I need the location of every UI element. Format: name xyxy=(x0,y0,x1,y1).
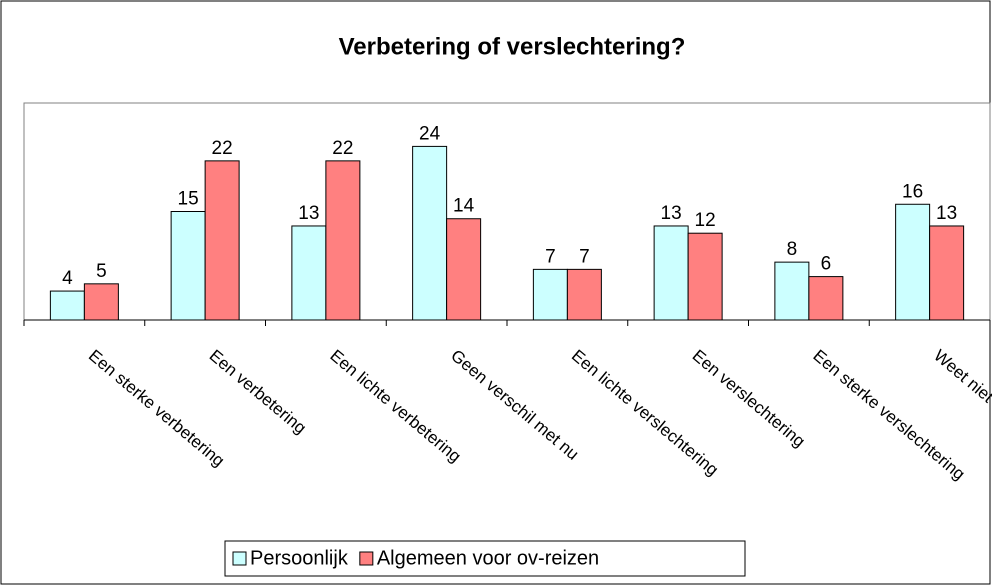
legend-box xyxy=(224,540,746,577)
data-label: 5 xyxy=(96,261,107,282)
legend-label: Algemeen voor ov-reizen xyxy=(377,547,599,569)
data-label: 16 xyxy=(902,181,923,202)
plot-area xyxy=(23,102,991,321)
bar xyxy=(929,225,965,321)
chart-title: Verbetering of verslechtering? xyxy=(339,33,686,60)
bar xyxy=(687,232,723,321)
data-label: 7 xyxy=(579,246,590,267)
bar xyxy=(446,218,482,321)
bar xyxy=(49,290,85,321)
bar xyxy=(774,261,810,321)
data-label: 13 xyxy=(298,203,319,224)
data-label: 22 xyxy=(332,138,353,159)
legend-swatch xyxy=(232,551,247,566)
bar xyxy=(325,160,361,321)
bar xyxy=(83,283,119,321)
bar xyxy=(291,225,327,321)
bar xyxy=(566,268,602,321)
data-label: 13 xyxy=(661,203,682,224)
bar xyxy=(653,225,689,321)
data-label: 24 xyxy=(419,123,441,144)
data-label: 22 xyxy=(212,138,233,159)
data-label: 4 xyxy=(62,268,73,289)
legend-label: Persoonlijk xyxy=(250,547,349,569)
bar xyxy=(412,145,448,321)
data-label: 12 xyxy=(695,210,716,231)
data-label: 15 xyxy=(178,189,199,210)
data-label: 13 xyxy=(936,203,957,224)
data-label: 7 xyxy=(545,246,556,267)
bar xyxy=(895,203,931,321)
data-label: 8 xyxy=(787,239,798,260)
bar xyxy=(204,160,240,321)
bar xyxy=(170,211,206,321)
bar xyxy=(808,276,844,321)
legend-swatch xyxy=(359,551,374,566)
bar xyxy=(532,268,568,321)
data-label: 6 xyxy=(821,254,832,275)
data-label: 14 xyxy=(453,196,475,217)
